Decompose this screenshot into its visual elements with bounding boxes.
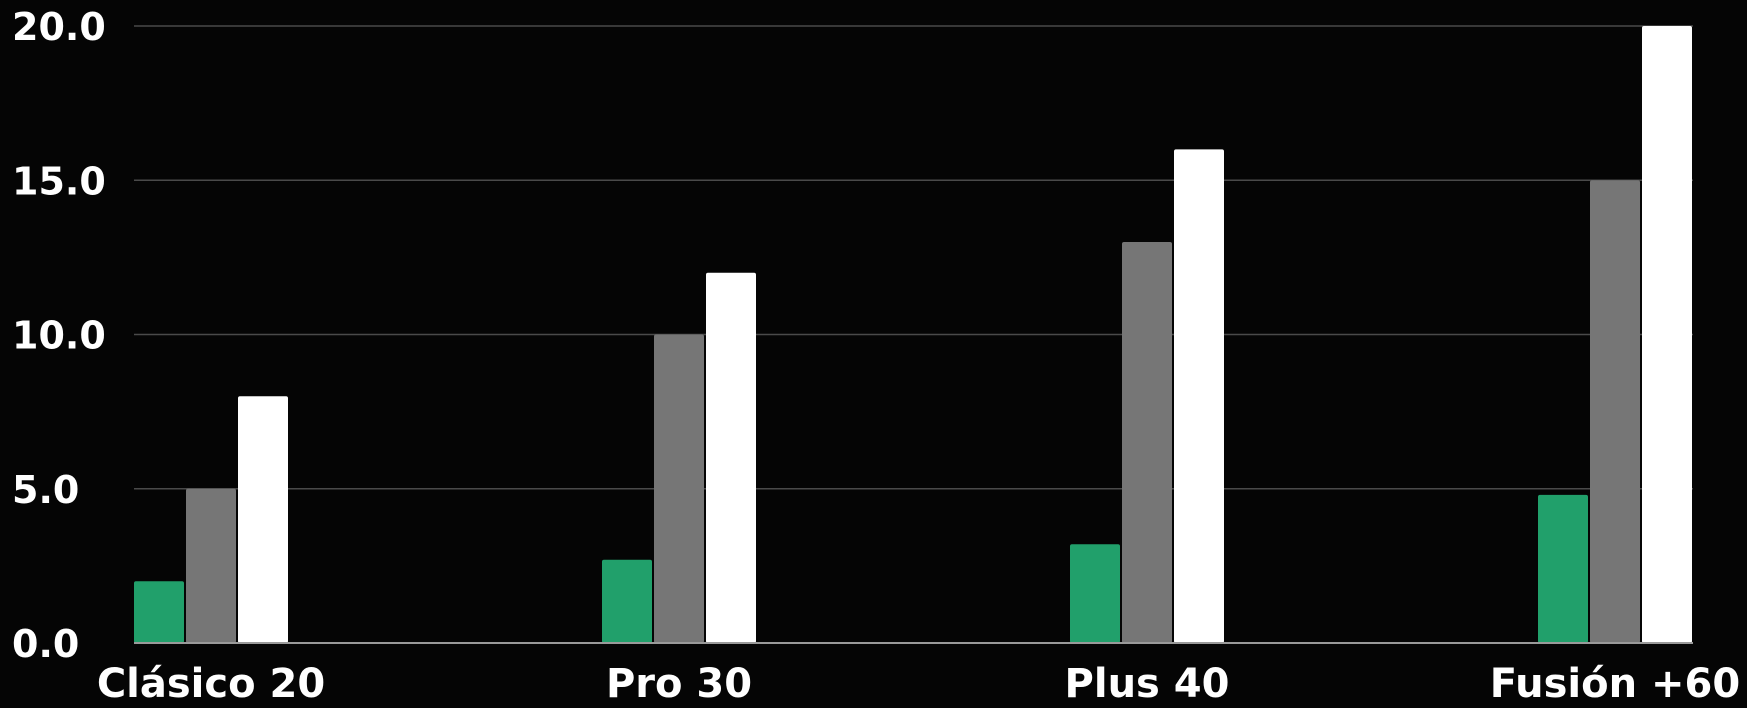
bars	[134, 26, 1692, 643]
bar-series2-2	[654, 334, 704, 643]
bar-series3-2	[706, 272, 756, 643]
x-category-label: Clásico 20	[97, 661, 325, 707]
x-category-label: Pro 30	[606, 661, 752, 707]
y-tick-label: 0.0	[12, 622, 79, 666]
bar-series3-3	[1174, 149, 1224, 643]
x-category-label: Plus 40	[1065, 661, 1230, 707]
y-tick-label: 10.0	[12, 314, 106, 358]
bar-series1-4	[1538, 494, 1588, 643]
bar-series2-4	[1590, 180, 1640, 643]
x-category-label: Fusión +60	[1490, 661, 1740, 707]
bar-series3-4	[1642, 26, 1692, 643]
y-tick-label: 5.0	[12, 468, 79, 512]
bar-series1-3	[1070, 544, 1120, 643]
bar-series3-1	[238, 396, 288, 643]
y-tick-label: 20.0	[12, 5, 106, 49]
bar-series1-2	[602, 559, 652, 643]
y-tick-label: 15.0	[12, 159, 106, 203]
labels: 0.0 5.0 10.0 15.0 20.0 Clásico 20 Pro 30 Plus 4…	[12, 5, 1740, 707]
bar-series2-3	[1122, 241, 1172, 643]
gridlines	[134, 25, 1693, 490]
bar-series2-1	[186, 488, 236, 643]
bar-series1-1	[134, 581, 184, 643]
